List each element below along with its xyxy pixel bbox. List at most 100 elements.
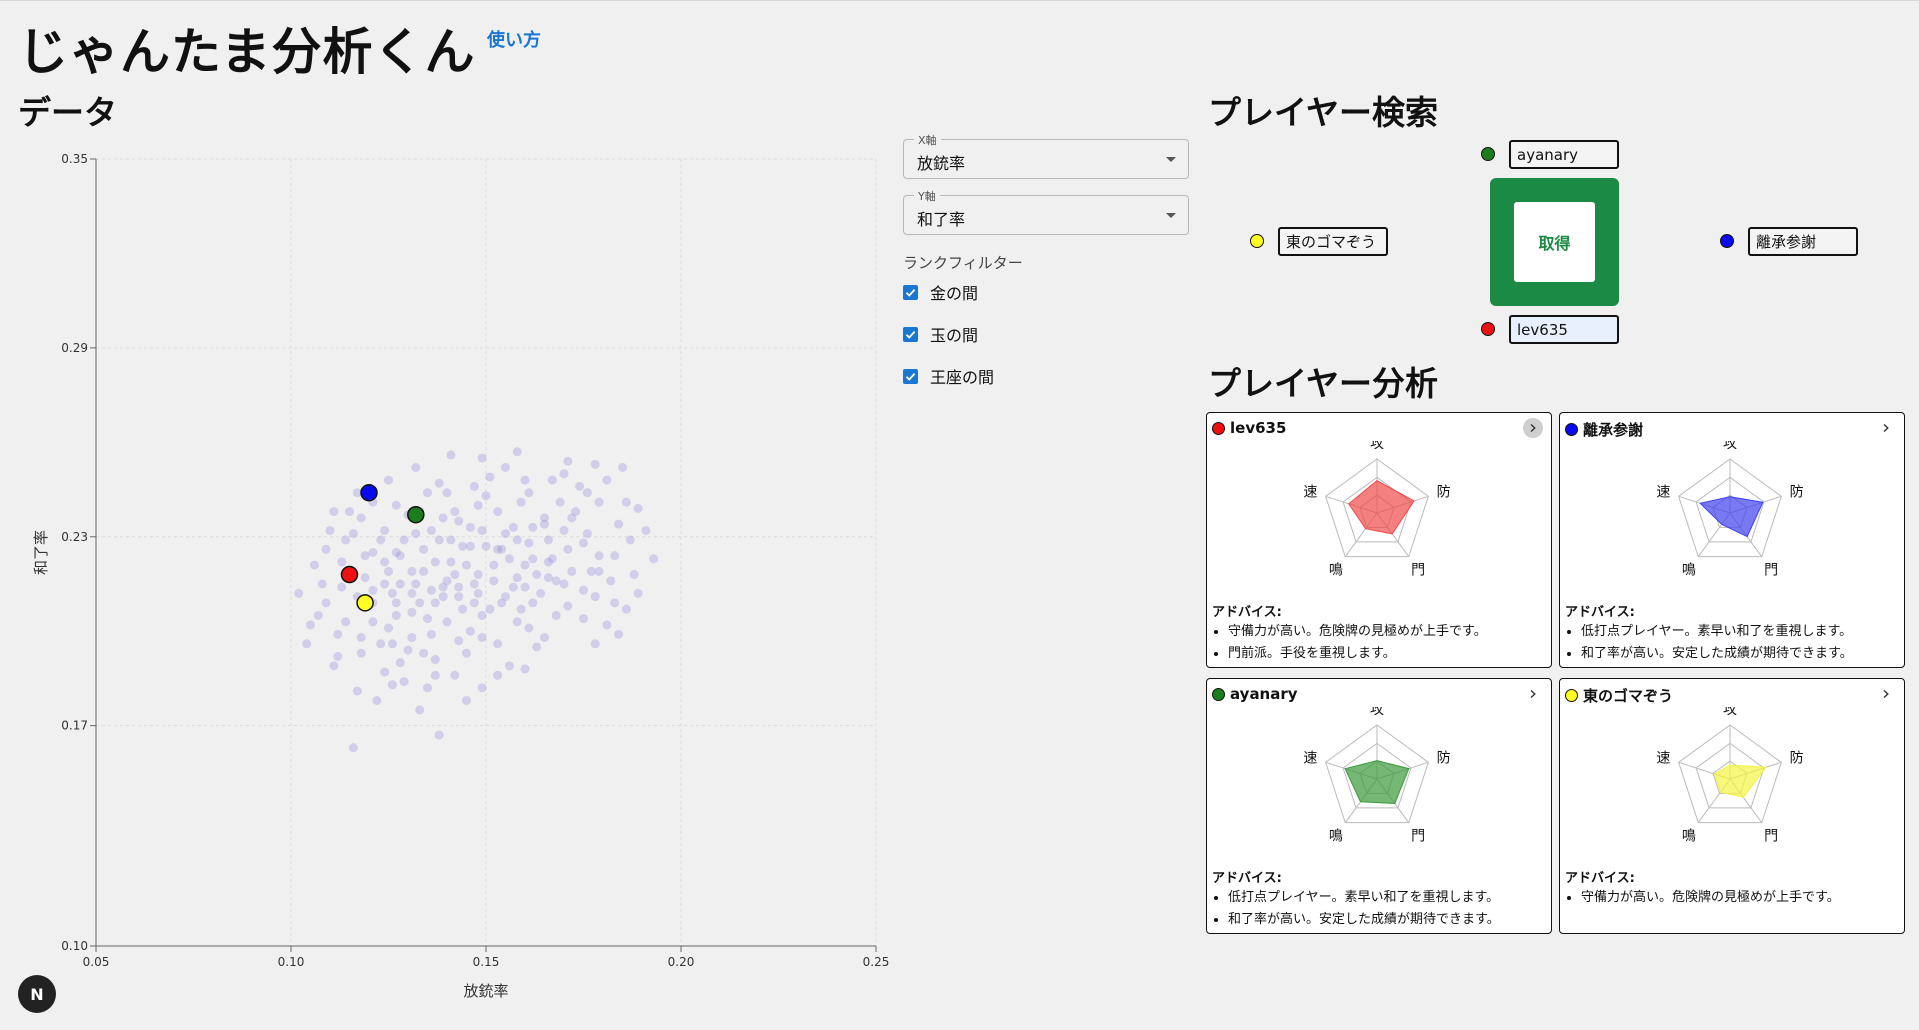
rank-filter-jade[interactable]: 玉の間 <box>903 323 978 345</box>
data-point <box>571 507 581 517</box>
data-point <box>633 503 643 513</box>
get-button-frame[interactable]: 取得 <box>1490 178 1619 306</box>
data-point <box>391 598 401 608</box>
data-point <box>477 610 487 620</box>
y-tick-label: 0.10 <box>61 939 88 953</box>
data-point <box>419 648 429 658</box>
checkbox-checked-icon[interactable] <box>903 368 918 384</box>
data-point <box>407 588 417 598</box>
data-point <box>423 488 432 498</box>
data-point <box>579 538 588 548</box>
checkbox-checked-icon[interactable] <box>903 326 918 342</box>
data-point <box>625 535 635 545</box>
data-point <box>579 614 588 624</box>
player-left-input[interactable] <box>1278 227 1388 256</box>
data-point <box>528 522 538 532</box>
data-point <box>493 544 503 554</box>
get-button[interactable]: 取得 <box>1514 202 1595 282</box>
advice-title: アドバイス: <box>1565 605 1635 620</box>
chevron-right-icon[interactable] <box>1876 684 1896 704</box>
data-point <box>372 695 382 705</box>
data-point <box>446 535 456 545</box>
data-point <box>532 642 542 652</box>
data-point <box>419 566 429 576</box>
radar-chart: 攻防門 鳴 速 <box>1656 707 1803 845</box>
radar-axis-label: 攻 <box>1723 441 1737 452</box>
data-point <box>333 651 343 661</box>
player-right-color-dot <box>1720 234 1734 248</box>
data-point <box>442 488 452 498</box>
analysis-section-title: プレイヤー分析 <box>1208 364 1439 403</box>
data-point <box>497 544 507 554</box>
player-color-dot <box>1212 421 1225 435</box>
data-point <box>469 579 479 589</box>
data-point <box>426 629 436 639</box>
data-point <box>360 551 370 561</box>
data-point <box>614 519 624 529</box>
data-point <box>462 695 471 705</box>
data-point <box>403 645 413 655</box>
y-tick-label: 0.23 <box>61 530 88 544</box>
data-point <box>399 535 409 545</box>
rank-filter-gold[interactable]: 金の間 <box>903 281 978 303</box>
radar-axis-label: 門 <box>1411 829 1425 845</box>
data-point <box>563 601 573 611</box>
y-axis-label: 和了率 <box>32 530 50 575</box>
data-point <box>317 579 327 589</box>
data-point <box>524 538 534 548</box>
player-card-name: 離承参謝 <box>1583 421 1644 439</box>
data-point <box>551 576 561 586</box>
x-axis-label: 放銃率 <box>463 982 508 1000</box>
advice-list: 低打点プレイヤー。素早い和了を重視します。 和了率が高い。安定した成績が期待でき… <box>1212 887 1500 931</box>
rank-filter-throne[interactable]: 王座の間 <box>903 365 994 387</box>
data-point <box>387 588 397 598</box>
highlighted-player-point <box>356 594 374 612</box>
data-point <box>368 585 378 595</box>
player-top-input[interactable] <box>1509 140 1619 169</box>
data-point <box>333 629 343 639</box>
checkbox-checked-icon[interactable] <box>903 284 918 300</box>
data-point <box>454 592 464 602</box>
data-point <box>540 513 549 523</box>
radar-value-polygon <box>1699 496 1764 538</box>
radar-grid-ring <box>1678 724 1782 824</box>
data-point <box>606 576 616 586</box>
advice-title: アドバイス: <box>1212 871 1282 886</box>
data-point <box>454 636 464 646</box>
data-point <box>497 598 507 608</box>
y-axis-select[interactable]: Y軸 和了率 <box>903 188 1189 235</box>
x-tick-label: 0.25 <box>863 955 890 969</box>
radar-axis-label: 防 <box>1437 750 1451 766</box>
data-point <box>489 560 499 570</box>
data-point <box>473 570 483 580</box>
data-point <box>384 475 393 485</box>
help-link[interactable]: 使い方 <box>487 30 541 51</box>
x-tick-label: 0.15 <box>473 955 500 969</box>
player-bottom-input[interactable] <box>1509 315 1619 344</box>
data-point <box>380 525 390 535</box>
data-point <box>543 557 553 567</box>
chevron-right-icon[interactable] <box>1523 418 1543 438</box>
data-point <box>493 670 503 680</box>
data-point <box>423 614 432 624</box>
chevron-right-icon[interactable] <box>1523 684 1543 704</box>
x-axis-select[interactable]: X軸 放銃率 <box>903 132 1189 179</box>
player-right-input[interactable] <box>1748 227 1858 256</box>
data-point <box>567 513 577 523</box>
data-point <box>559 469 569 479</box>
corner-badge[interactable]: N <box>18 975 56 1013</box>
data-point <box>426 525 436 535</box>
data-point <box>493 507 503 517</box>
data-point <box>563 456 573 466</box>
data-point <box>391 610 401 620</box>
chevron-right-icon[interactable] <box>1876 418 1896 438</box>
data-point <box>473 588 483 598</box>
data-point <box>559 579 569 589</box>
radar-value-polygon <box>1348 479 1415 535</box>
data-point <box>391 548 401 557</box>
data-point <box>411 463 421 473</box>
radar-grid-ring <box>1695 742 1765 809</box>
data-point <box>395 579 405 589</box>
data-point <box>426 585 436 595</box>
radar-axis-label: 速 <box>1656 750 1670 766</box>
